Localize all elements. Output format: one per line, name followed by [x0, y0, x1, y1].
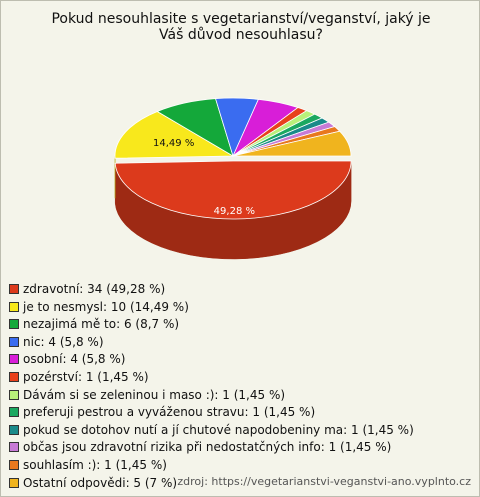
legend-label: nezajimá mě to: 6 (8,7 %) — [23, 317, 180, 332]
legend-label: občas jsou zdravotní rizika při nedostat… — [23, 440, 392, 455]
legend-swatch — [9, 407, 19, 418]
legend-item: zdravotní: 34 (49,28 %) — [9, 281, 414, 299]
legend-swatch — [9, 301, 19, 312]
chart-title: Pokud nesouhlasite s vegetarianství/vega… — [51, 11, 431, 43]
legend-swatch — [9, 336, 19, 347]
value-label: 49,28 % — [214, 206, 255, 217]
legend-label: pokud se dotohov nutí a jí chutové napod… — [23, 422, 414, 437]
legend-swatch — [9, 424, 19, 435]
legend: zdravotní: 34 (49,28 %) je to nesmysl: 10… — [9, 281, 414, 492]
legend-item: Ostatní odpovědi: 5 (7 %) — [9, 475, 414, 493]
legend-label: Ostatní odpovědi: 5 (7 %) — [23, 475, 178, 490]
slice — [232, 130, 352, 157]
legend-label: zdravotní: 34 (49,28 %) — [23, 282, 166, 296]
legend-item: preferuji pestrou a vyváženou stravu: 1 … — [9, 404, 414, 422]
legend-swatch — [9, 389, 19, 400]
source-note: zdroj: https://vegetarianstvi-veganstvi-… — [177, 475, 471, 488]
legend-item: pozérství: 1 (1,45 %) — [9, 369, 414, 387]
legend-label: osobní: 4 (5,8 %) — [23, 352, 126, 367]
legend-swatch — [9, 354, 19, 365]
legend-item: občas jsou zdravotní rizika při nedostat… — [9, 439, 414, 457]
legend-item: pokud se dotohov nutí a jí chutové napod… — [9, 422, 414, 440]
legend-item: osobní: 4 (5,8 %) — [9, 351, 414, 369]
legend-label: nic: 4 (5,8 %) — [23, 334, 104, 349]
legend-swatch — [9, 459, 19, 470]
slice — [114, 111, 235, 159]
legend-label: souhlasím :): 1 (1,45 %) — [23, 457, 167, 472]
slice — [114, 160, 352, 220]
legend-swatch — [9, 284, 19, 294]
legend-label: je to nesmysl: 10 (14,49 %) — [23, 299, 189, 314]
legend-item: souhlasím :): 1 (1,45 %) — [9, 457, 414, 475]
legend-item: nic: 4 (5,8 %) — [9, 334, 414, 352]
legend-item: je to nesmysl: 10 (14,49 %) — [9, 299, 414, 317]
legend-label: Dávám si se zeleninou i maso :): 1 (1,45… — [23, 387, 286, 402]
legend-swatch — [9, 477, 19, 488]
legend-label: preferuji pestrou a vyváženou stravu: 1 … — [23, 405, 316, 420]
legend-swatch — [9, 319, 19, 330]
legend-swatch — [9, 371, 19, 382]
value-label: 14,49 % — [153, 138, 194, 149]
legend-label: pozérství: 1 (1,45 %) — [23, 369, 149, 384]
legend-item: nezajimá mě to: 6 (8,7 %) — [9, 316, 414, 334]
pie-area: 49,28 % 14,49 % — [114, 97, 352, 260]
legend-item: Dávám si se zeleninou i maso :): 1 (1,45… — [9, 387, 414, 405]
legend-swatch — [9, 442, 19, 453]
